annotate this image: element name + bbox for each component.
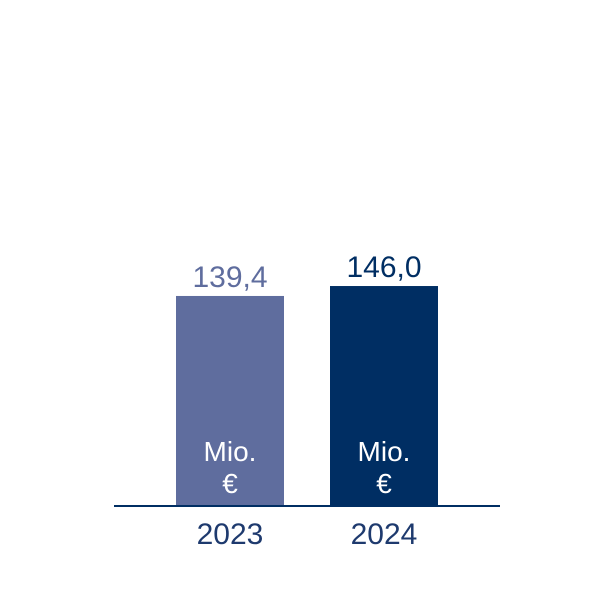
unit-label-2023-line-2: € [222, 468, 238, 499]
bars-group [176, 286, 438, 506]
bar-2023 [176, 295, 284, 506]
unit-label-2024-line-2: € [376, 468, 392, 499]
x-tick-label-2023: 2023 [197, 518, 264, 551]
unit-label-2023-line-1: Mio. [204, 436, 257, 467]
x-tick-label-2024: 2024 [351, 518, 418, 551]
value-label-2024: 146,0 [346, 251, 421, 284]
value-label-2023: 139,4 [192, 261, 267, 294]
unit-label-2024-line-1: Mio. [358, 436, 411, 467]
bar-2024 [330, 286, 438, 506]
